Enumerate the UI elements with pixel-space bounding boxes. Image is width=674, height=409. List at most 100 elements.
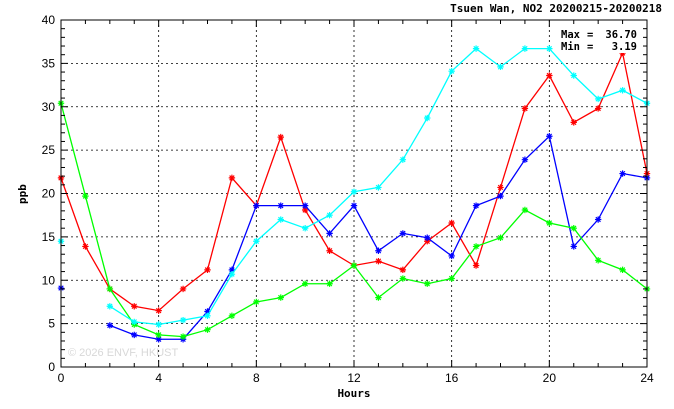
data-point-marker [228,312,236,320]
min-value: 3.19 [612,41,637,53]
axis-ticks: 0 4 8 12 16 20 24 0 5 10 15 20 25 30 35 40 [42,13,654,385]
data-point-marker [424,238,431,245]
x-axis-label: Hours [337,387,370,400]
x-tick-label: 0 [58,371,65,385]
data-point-marker [301,202,309,209]
series-4 [57,45,651,328]
data-point-marker [472,262,480,269]
x-tick-label: 12 [347,371,361,385]
data-point-marker [521,45,529,52]
data-point-marker [448,67,455,75]
data-point-marker [106,285,114,293]
y-tick-label: 5 [48,317,55,331]
y-tick-label: 30 [42,100,56,114]
data-point-marker [253,202,260,209]
y-tick-label: 0 [48,360,55,374]
data-point-marker [375,294,382,301]
data-point-marker [179,333,187,340]
chart-title: Tsuen Wan, NO2 20200215-20200218 [450,2,662,15]
data-point-marker [375,257,382,265]
data-point-marker [570,72,577,79]
data-point-marker [594,216,602,223]
data-point-marker [472,45,480,52]
y-axis-label: ppb [16,184,29,204]
data-point-marker [521,105,529,112]
data-point-marker [570,225,577,232]
data-point-marker [448,252,455,260]
max-equals: = [587,29,593,41]
data-point-marker [179,285,187,293]
data-point-marker [204,266,211,274]
data-point-marker [82,243,89,250]
y-tick-label: 20 [42,187,56,201]
data-point-marker [424,234,431,241]
data-point-marker [399,156,407,163]
min-equals: = [587,41,593,53]
data-point-marker [472,202,480,209]
data-point-marker [326,211,333,219]
data-point-marker [179,316,187,324]
data-point-marker [497,192,504,200]
min-label: Min [561,41,580,53]
y-tick-label: 25 [42,143,56,157]
data-point-marker [448,219,455,227]
data-point-marker [326,280,333,287]
data-point-marker [106,303,114,310]
max-label: Max [561,29,581,41]
data-point-marker [594,95,602,103]
data-point-marker [399,275,407,282]
data-point-marker [521,206,529,214]
x-tick-label: 8 [253,371,260,385]
data-point-marker [155,331,162,339]
y-tick-label: 40 [42,13,56,27]
data-point-marker [326,247,333,254]
x-tick-label: 24 [640,371,654,385]
data-point-marker [277,133,284,141]
data-point-marker [619,170,626,177]
data-point-marker [350,262,358,269]
data-point-marker [521,156,529,163]
data-point-marker [570,119,577,126]
data-point-marker [277,216,284,223]
data-point-marker [131,331,138,339]
y-tick-label: 15 [42,230,56,244]
watermark-text: © 2026 ENVF, HKUST [68,347,178,359]
data-point-marker [301,280,309,287]
data-point-marker [399,266,407,274]
data-point-marker [546,45,553,52]
data-point-marker [375,184,382,191]
data-point-marker [204,308,211,315]
data-point-marker [497,184,504,191]
data-point-marker [301,225,309,232]
data-point-marker [131,303,138,310]
data-point-marker [155,307,162,314]
data-point-marker [326,230,333,237]
data-point-marker [131,318,138,326]
data-point-marker [497,63,504,71]
data-point-marker [546,72,553,79]
x-tick-label: 20 [543,371,557,385]
max-value: 36.70 [605,29,637,41]
data-point-marker [350,202,358,209]
data-point-marker [228,266,236,274]
data-point-marker [253,298,260,306]
data-point-marker [106,322,114,329]
stats-box [559,27,643,53]
data-point-marker [570,243,577,250]
data-point-marker [277,202,284,209]
data-point-marker [448,275,455,282]
data-point-marker [277,294,284,301]
data-point-marker [204,326,211,333]
data-point-marker [228,270,236,278]
y-tick-label: 10 [42,273,56,287]
y-tick-label: 35 [42,56,56,70]
series-layer [57,45,651,343]
data-point-marker [228,174,236,182]
data-point-marker [424,114,431,122]
data-point-marker [546,219,553,227]
data-point-marker [155,336,162,343]
data-point-marker [497,234,504,241]
x-tick-label: 16 [445,371,459,385]
